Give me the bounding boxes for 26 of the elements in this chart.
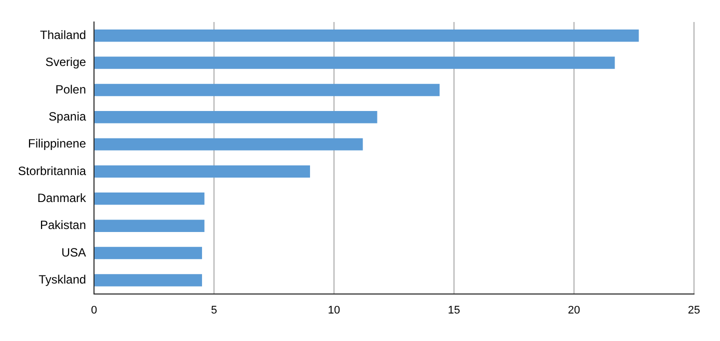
bar bbox=[94, 111, 378, 124]
x-tick-label: 15 bbox=[448, 304, 460, 316]
bar bbox=[94, 29, 639, 42]
bar bbox=[94, 246, 202, 260]
y-tick-label: Storbritannia bbox=[18, 164, 86, 178]
x-tick-label: 0 bbox=[90, 304, 98, 316]
y-tick-label: Spania bbox=[48, 109, 86, 124]
bar bbox=[94, 138, 363, 150]
y-tick-label: Tyskland bbox=[38, 272, 86, 287]
y-tick-label: Danmark bbox=[37, 190, 88, 205]
y-tick-label: Thailand bbox=[40, 28, 86, 42]
bar bbox=[94, 274, 202, 286]
y-tick-label: Sverige bbox=[45, 55, 86, 70]
bar bbox=[94, 165, 310, 178]
bar bbox=[94, 84, 440, 96]
y-tick-label: Filippinene bbox=[28, 136, 86, 151]
x-tick-label: 20 bbox=[568, 304, 580, 316]
y-tick-label: Pakistan bbox=[40, 218, 86, 232]
bar bbox=[94, 192, 204, 205]
bar bbox=[94, 220, 204, 232]
x-tick-label: 10 bbox=[328, 304, 340, 316]
x-tick-label: 25 bbox=[688, 304, 700, 316]
y-tick-label: Polen bbox=[55, 82, 86, 96]
bar bbox=[94, 56, 615, 69]
y-tick-label: USA bbox=[61, 245, 86, 260]
x-tick-label: 5 bbox=[210, 304, 218, 316]
